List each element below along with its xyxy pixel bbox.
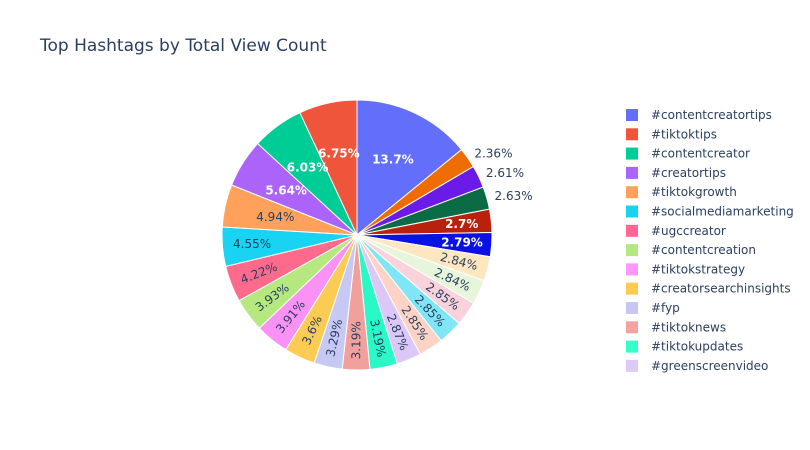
legend-label: #tiktoknews — [651, 320, 726, 334]
legend-label: #greenscreenvideo — [651, 359, 768, 373]
legend-item[interactable]: #tiktoktips — [626, 127, 717, 141]
legend-label: #contentcreation — [651, 243, 756, 257]
pie-slices — [221, 99, 493, 371]
pie-slice[interactable] — [299, 99, 358, 236]
legend-item[interactable]: #contentcreatortips — [626, 108, 772, 122]
legend-swatch — [626, 186, 638, 199]
legend-swatch — [626, 166, 638, 179]
legend-item[interactable]: #tiktokupdates — [626, 340, 743, 354]
legend-swatch — [626, 359, 638, 372]
legend-label: #tiktoktips — [651, 127, 717, 141]
legend-swatch — [626, 109, 638, 121]
slice-label: 2.61% — [486, 166, 524, 180]
legend-item[interactable]: #ugccreator — [626, 224, 726, 238]
legend-item[interactable]: #socialmediamarketing — [626, 205, 794, 219]
legend-swatch — [626, 302, 638, 314]
slice-label: 13.7% — [372, 152, 414, 166]
slice-label: 2.63% — [495, 189, 533, 203]
legend-swatch — [626, 340, 638, 353]
legend-item[interactable]: #tiktokstrategy — [626, 262, 745, 276]
legend-label: #socialmediamarketing — [651, 205, 794, 219]
legend-item[interactable]: #tiktokgrowth — [626, 185, 737, 199]
slice-label: 2.79% — [441, 236, 483, 250]
legend-swatch — [626, 205, 638, 218]
pie-slice[interactable] — [356, 99, 463, 237]
legend-label: #tiktokupdates — [651, 340, 743, 354]
legend-label: #fyp — [651, 301, 680, 315]
legend-item[interactable]: #greenscreenvideo — [626, 359, 768, 373]
legend: #contentcreatortips #tiktoktips #contentcr… — [626, 108, 794, 373]
legend-label: #tiktokstrategy — [651, 262, 745, 276]
slice-label: 4.55% — [233, 237, 271, 251]
legend-swatch — [626, 321, 638, 334]
legend-item[interactable]: #creatorsearchinsights — [626, 282, 791, 296]
slice-label: 5.64% — [265, 183, 307, 197]
slice-label: 2.7% — [445, 217, 478, 231]
legend-label: #contentcreatortips — [651, 108, 772, 122]
legend-swatch — [626, 244, 638, 257]
slice-label: 2.36% — [474, 146, 512, 160]
slice-label: 6.03% — [287, 160, 329, 174]
legend-swatch — [626, 263, 638, 276]
legend-swatch — [626, 128, 638, 141]
chart-title: Top Hashtags by Total View Count — [39, 36, 327, 56]
legend-item[interactable]: #tiktoknews — [626, 320, 726, 334]
slice-label: 4.94% — [256, 210, 294, 224]
legend-label: #creatorsearchinsights — [651, 282, 791, 296]
legend-item[interactable]: #contentcreator — [626, 147, 750, 161]
legend-item[interactable]: #contentcreation — [626, 243, 756, 257]
legend-label: #creatortips — [651, 166, 726, 180]
slice-label: 6.75% — [318, 146, 360, 160]
legend-item[interactable]: #creatortips — [626, 166, 726, 180]
legend-swatch — [626, 147, 638, 160]
legend-swatch — [626, 282, 638, 295]
slice-label: 3.19% — [349, 321, 363, 359]
legend-swatch — [626, 224, 638, 237]
legend-item[interactable]: #fyp — [626, 301, 680, 315]
legend-label: #contentcreator — [651, 147, 750, 161]
legend-label: #ugccreator — [651, 224, 726, 238]
legend-label: #tiktokgrowth — [651, 185, 737, 199]
